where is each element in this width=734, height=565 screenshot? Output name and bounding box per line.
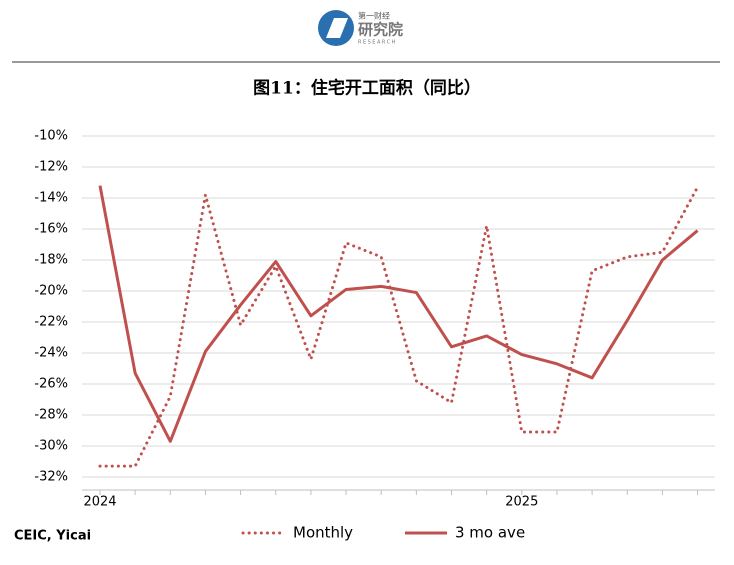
x-tick-label: 2025 — [505, 495, 538, 510]
legend-label: Monthly — [293, 524, 353, 542]
legend-label: 3 mo ave — [455, 524, 525, 542]
y-tick-label: -16% — [34, 222, 68, 237]
source: CEIC, Yicai — [14, 529, 91, 544]
y-tick-label: -22% — [34, 315, 68, 330]
logo-top: 第一财经 — [358, 11, 390, 21]
y-tick-label: -10% — [34, 129, 68, 144]
y-tick-label: -24% — [34, 346, 68, 361]
logo: 第一财经 研究院 RESEARCH — [318, 10, 403, 46]
y-tick-label: -32% — [34, 470, 68, 485]
x-tick-label: 2024 — [83, 495, 116, 510]
series-line — [98, 185, 699, 443]
y-tick-label: -14% — [34, 191, 68, 206]
chart-title: 图11：住宅开工面积（同比） — [253, 78, 481, 99]
y-tick-label: -30% — [34, 439, 68, 454]
y-tick-label: -20% — [34, 284, 68, 299]
logo-icon-shape — [326, 18, 348, 38]
y-tick-label: -12% — [34, 160, 68, 175]
y-tick-label: -28% — [34, 408, 68, 423]
y-tick-label: -18% — [34, 253, 68, 268]
y-tick-label: -26% — [34, 377, 68, 392]
logo-main: 研究院 — [358, 21, 403, 39]
logo-sub: RESEARCH — [358, 40, 397, 46]
